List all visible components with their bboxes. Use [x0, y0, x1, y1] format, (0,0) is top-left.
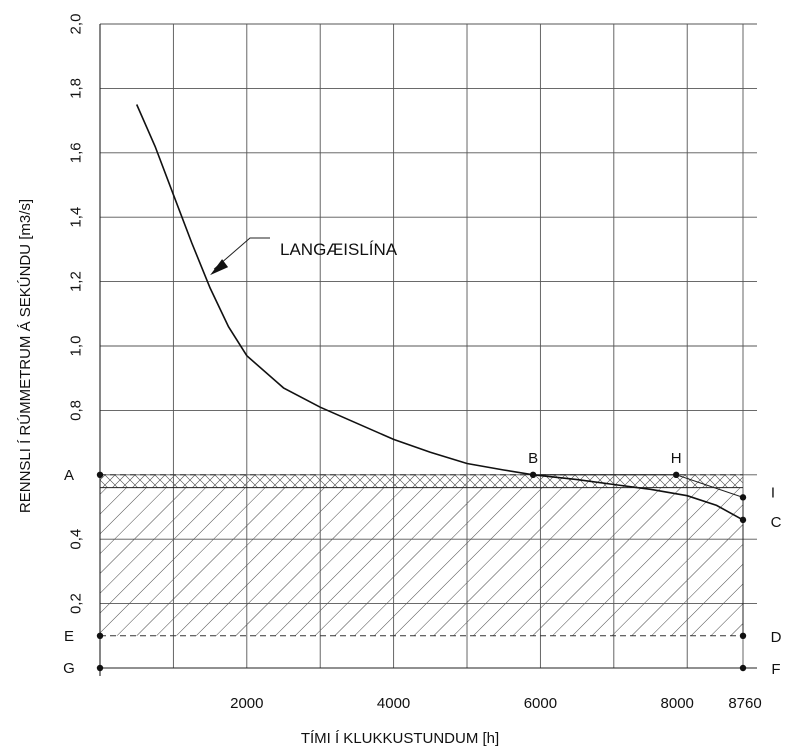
x-tick-label: 2000	[230, 695, 263, 712]
point-marker-a	[96, 471, 104, 478]
point-label-f: F	[771, 661, 780, 678]
point-label-i: I	[771, 484, 775, 501]
point-label-a: A	[64, 467, 74, 484]
curve-label-arrowhead	[210, 259, 229, 276]
point-marker-e	[96, 632, 104, 639]
bhi-polyline	[533, 474, 744, 520]
grid-group	[99, 23, 757, 676]
point-label-g: G	[63, 660, 75, 677]
x-tick-label: 8760	[728, 695, 761, 712]
labels-group: 2,0 1,8 1,6 1,4 1,2 1,0 0,8 0,4 0,2 2000 4000 6000 8…	[17, 14, 782, 747]
point-label-d: D	[771, 629, 782, 646]
hatched-region-upper	[100, 474, 743, 488]
y-tick-label: 0,4	[68, 529, 85, 550]
point-marker-h	[673, 471, 680, 478]
point-label-c: C	[771, 514, 782, 531]
x-tick-label: 8000	[661, 695, 694, 712]
point-label-e: E	[64, 628, 74, 645]
y-tick-label: 1,4	[68, 207, 85, 228]
hatched-area-group	[100, 474, 743, 636]
point-label-b: B	[528, 450, 538, 467]
curve-label-leader	[213, 237, 270, 270]
point-label-h: H	[671, 450, 682, 467]
y-axis-title: RENNSLI Í RÚMMETRUM Á SEKÚNDU [m3/s]	[17, 199, 34, 513]
point-marker-b	[529, 471, 537, 478]
x-axis-title: TÍMI Í KLUKKUSTUNDUM [h]	[301, 730, 499, 747]
point-marker-g	[96, 664, 104, 672]
y-tick-label: 2,0	[68, 14, 85, 35]
y-tick-label: 1,0	[68, 336, 85, 357]
y-tick-label: 1,6	[68, 142, 85, 163]
hatched-region-main	[100, 487, 743, 636]
duration-curve	[135, 104, 744, 521]
marks-group	[96, 104, 747, 672]
x-tick-label: 4000	[377, 695, 410, 712]
point-marker-f	[739, 664, 747, 672]
y-tick-label: 0,2	[68, 593, 85, 614]
point-marker-d	[739, 632, 747, 639]
y-tick-label: 0,8	[68, 400, 85, 421]
point-marker-i	[739, 494, 747, 501]
curve-label: LANGÆISLÍNA	[280, 240, 398, 259]
y-tick-label: 1,2	[68, 271, 85, 292]
x-tick-label: 6000	[524, 695, 557, 712]
point-marker-c	[739, 516, 747, 524]
y-tick-label: 1,8	[68, 78, 85, 99]
